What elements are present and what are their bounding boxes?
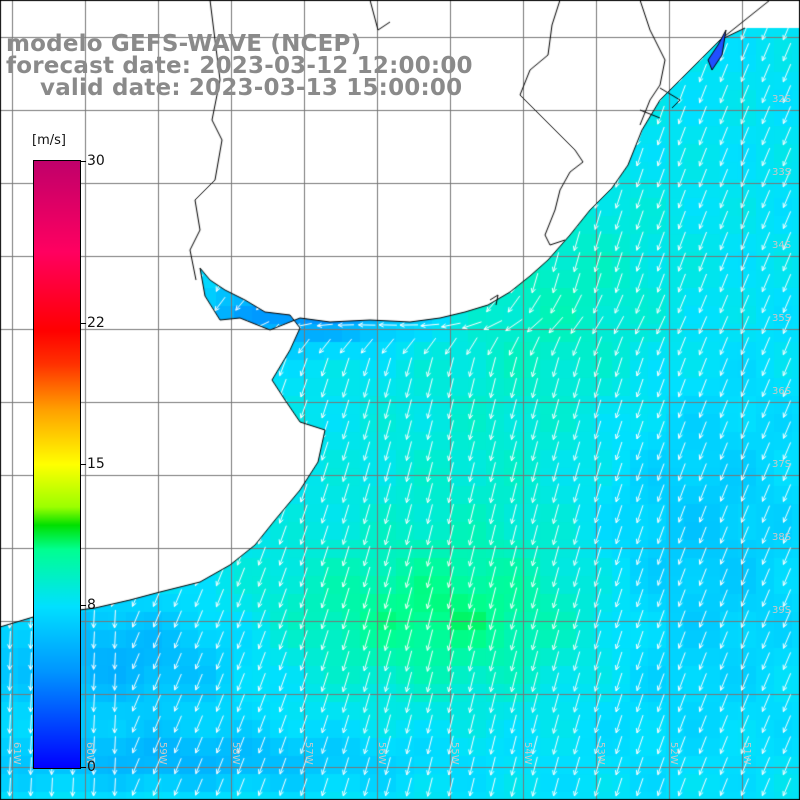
latitude-label: 37S bbox=[772, 459, 792, 470]
colorbar-tick-label: 15 bbox=[87, 456, 105, 472]
longitude-label: 55W bbox=[449, 742, 460, 765]
colorbar-unit: [m/s] bbox=[32, 133, 66, 148]
colorbar-tick-label: 0 bbox=[87, 759, 96, 775]
latitude-label: 38S bbox=[772, 532, 792, 543]
valid-date: valid date: 2023-03-13 15:00:00 bbox=[40, 75, 463, 101]
colorbar-tick bbox=[80, 161, 86, 162]
latitude-label: 39S bbox=[772, 605, 792, 616]
longitude-label: 52W bbox=[668, 742, 679, 765]
colorbar-tick-label: 30 bbox=[87, 153, 105, 169]
colorbar-tick bbox=[80, 767, 86, 768]
forecast-date: forecast date: 2023-03-12 12:00:00 bbox=[6, 53, 473, 79]
longitude-label: 57W bbox=[303, 742, 314, 765]
colorbar-tick-label: 22 bbox=[87, 314, 105, 331]
model-title: modelo GEFS-WAVE (NCEP) bbox=[6, 31, 362, 57]
longitude-label: 58W bbox=[230, 742, 241, 765]
longitude-label: 61W bbox=[11, 742, 22, 765]
latitude-label: 32S bbox=[772, 94, 792, 105]
colorbar-tick bbox=[80, 464, 86, 465]
latitude-label: 34S bbox=[772, 240, 792, 251]
longitude-label: 54W bbox=[522, 742, 533, 765]
colorbar-tick bbox=[80, 605, 86, 607]
latitude-label: 36S bbox=[772, 386, 792, 397]
longitude-label: 53W bbox=[595, 742, 606, 765]
colorbar-tick bbox=[80, 322, 86, 324]
longitude-label: 56W bbox=[376, 742, 387, 765]
longitude-label: 59W bbox=[157, 742, 168, 765]
latitude-label: 35S bbox=[772, 313, 792, 324]
longitude-label: 51W bbox=[741, 742, 752, 765]
colorbar bbox=[33, 160, 81, 769]
latitude-label: 33S bbox=[772, 167, 792, 178]
colorbar-tick-label: 8 bbox=[87, 597, 96, 614]
